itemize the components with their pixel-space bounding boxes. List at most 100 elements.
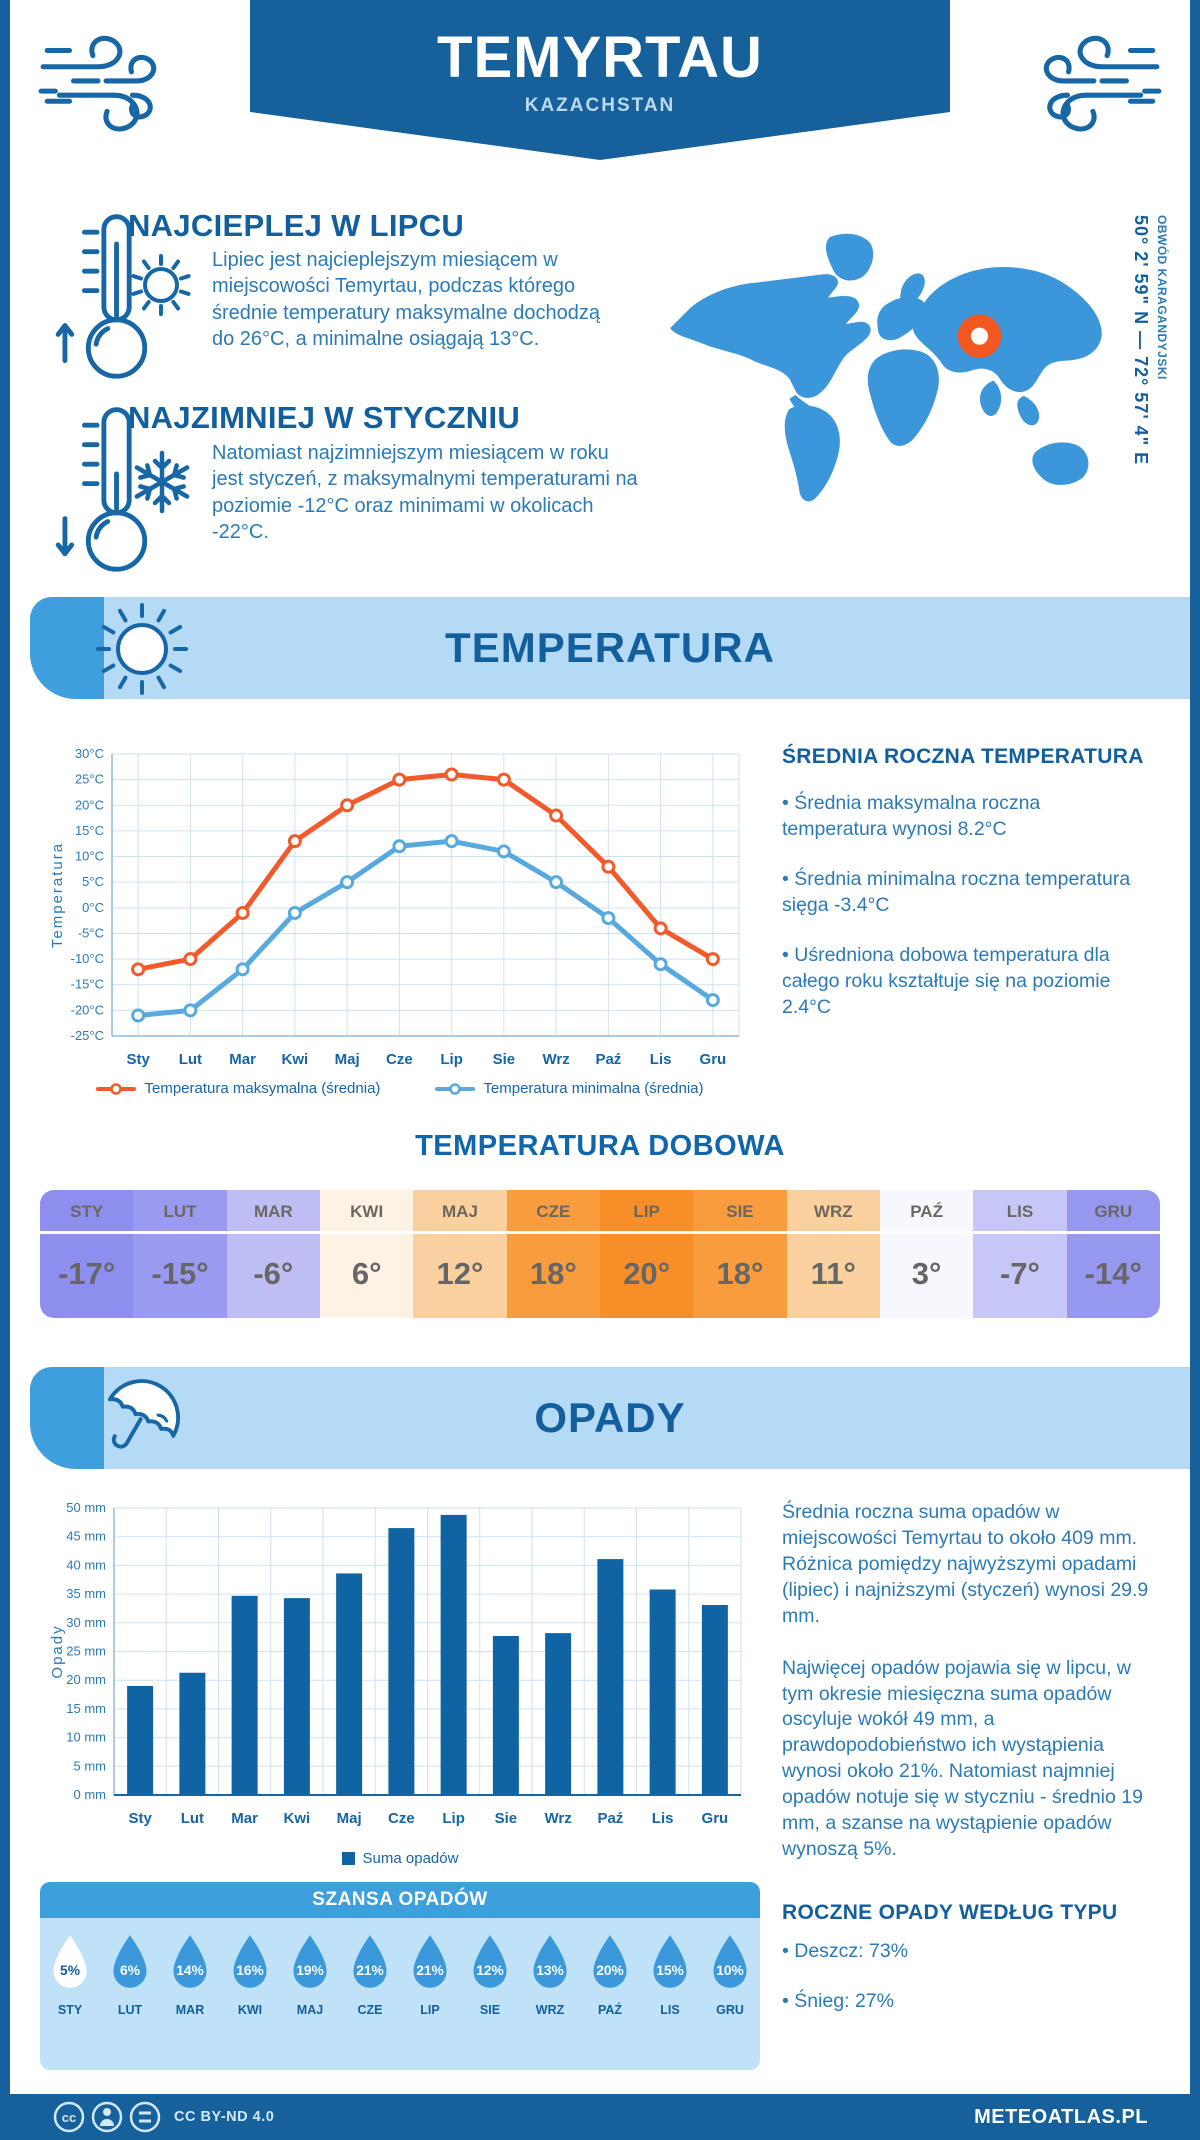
precipitation-text-panel: Średnia roczna suma opadów w miejscowośc…	[782, 1500, 1167, 2039]
page-subtitle: KAZACHSTAN	[524, 95, 676, 116]
annual-temperature-bullets: • Średnia maksymalna roczna temperatura …	[782, 791, 1147, 1020]
chance-column: 12% SIE	[460, 1932, 520, 2070]
world-map	[670, 233, 1102, 502]
svg-text:45 mm: 45 mm	[66, 1529, 106, 1544]
svg-text:10 mm: 10 mm	[66, 1730, 106, 1745]
svg-text:20%: 20%	[596, 1963, 624, 1978]
svg-text:Cze: Cze	[388, 1810, 415, 1827]
droplet-icon: 6%	[113, 1935, 147, 1988]
chance-column: 15% LIS	[640, 1932, 700, 2070]
warmest-month-text: Lipiec jest najcieplejszym miesiącem w m…	[212, 249, 600, 351]
temperature-chart-legend: Temperatura maksymalna (średnia) Temperat…	[55, 1080, 745, 1097]
legend-square-marker	[341, 1852, 355, 1865]
svg-text:Wrz: Wrz	[543, 1051, 570, 1068]
droplet-icon: 19%	[293, 1935, 327, 1988]
month-temperature-value: 11°	[810, 1256, 856, 1291]
chance-month-label: KWI	[237, 2003, 263, 2017]
droplet-icon: 12%	[473, 1935, 507, 1988]
svg-text:6%: 6%	[120, 1963, 140, 1978]
page-title: TEMYRTAU	[437, 25, 763, 90]
precipitation-paragraph: Najwięcej opadów pojawia się w lipcu, w …	[782, 1656, 1143, 1861]
month-cell: CZE 18°	[506, 1190, 600, 1318]
svg-text:0°C: 0°C	[82, 900, 104, 915]
svg-text:21%: 21%	[416, 1963, 444, 1978]
chance-month-label: GRU	[716, 2003, 744, 2017]
month-cell: LIP 20°	[599, 1190, 694, 1318]
droplet-icon: 10%	[713, 1935, 747, 1988]
svg-text:13%: 13%	[536, 1963, 564, 1978]
month-cell: MAR -6°	[226, 1190, 320, 1318]
cc-icon: cc	[53, 2101, 85, 2133]
month-cell: LUT -15°	[133, 1190, 227, 1318]
chance-month-label: PAŹ	[597, 2003, 623, 2017]
droplet-icon: 20%	[593, 1935, 627, 1988]
thermometer-warm-icon	[55, 214, 147, 379]
month-cell: KWI 6°	[319, 1190, 414, 1318]
person-icon	[91, 2101, 123, 2133]
chance-column: 19% MAJ	[280, 1932, 340, 2070]
chance-month-label: MAR	[175, 2003, 205, 2017]
month-label: MAR	[226, 1190, 320, 1234]
legend-line-marker	[435, 1082, 476, 1095]
bullet-item: • Średnia minimalna roczna temperatura s…	[782, 867, 1131, 916]
svg-text:15 mm: 15 mm	[66, 1701, 106, 1716]
umbrella-icon	[107, 1379, 181, 1449]
svg-text:5°C: 5°C	[82, 874, 104, 889]
monthly-temperature-table: STY -17° LUT -15° MAR -6° KWI 6° MAJ 12° CZE 18° LIP…	[40, 1190, 1160, 1318]
droplet-icon: 14%	[173, 1935, 207, 1988]
svg-text:-10°C: -10°C	[71, 951, 104, 966]
droplet-icon: 16%	[233, 1935, 267, 1988]
month-label: KWI	[319, 1190, 414, 1234]
precipitation-section-banner: OPADY	[30, 1367, 1190, 1469]
droplet-icon: 15%	[653, 1935, 687, 1988]
svg-text:-25°C: -25°C	[71, 1028, 104, 1043]
chance-column: 16% KWI	[220, 1932, 280, 2070]
bullet-item: • Deszcz: 73%	[782, 1939, 909, 1962]
svg-text:Sie: Sie	[495, 1810, 518, 1827]
location-marker	[957, 314, 1002, 358]
month-temperature-value: 18°	[716, 1256, 764, 1291]
chance-column: 20% PAŹ	[580, 1932, 640, 2070]
coordinates-text: 50° 2' 59" N — 72° 57' 4" E	[1131, 215, 1151, 466]
region-text: OBWÓD KARAGANDYJSKI	[1155, 215, 1169, 380]
droplet-icon: 21%	[413, 1935, 447, 1988]
svg-text:Paź: Paź	[595, 1051, 621, 1068]
daily-temperature-title: TEMPERATURA DOBOWA	[415, 1130, 785, 1162]
legend-label: Temperatura maksymalna (średnia)	[144, 1080, 381, 1097]
chance-month-label: LIP	[420, 2003, 440, 2017]
svg-text:Lis: Lis	[652, 1810, 674, 1827]
month-label: PAŹ	[879, 1190, 974, 1234]
svg-text:Maj: Maj	[337, 1810, 362, 1827]
month-cell: STY -17°	[40, 1190, 134, 1318]
equals-icon	[129, 2101, 161, 2133]
droplet-icon: 5%	[53, 1935, 87, 1988]
svg-text:5%: 5%	[60, 1963, 80, 1978]
license-text: CC BY-ND 4.0	[174, 2109, 275, 2125]
chance-month-label: SIE	[479, 2003, 501, 2017]
svg-text:Opady: Opady	[49, 1624, 66, 1678]
chance-column: 5% STY	[40, 1932, 100, 2070]
month-temperature-value: -17°	[58, 1256, 116, 1291]
month-temperature-value: -15°	[151, 1256, 209, 1291]
precipitation-chance-body: 5% STY 6% LUT 14% MAR 16% KWI 19% MAJ 21% CZE 21% LIP…	[40, 1918, 760, 2070]
svg-text:20°C: 20°C	[75, 797, 104, 812]
svg-text:Wrz: Wrz	[545, 1810, 572, 1827]
month-label: SIE	[693, 1190, 787, 1234]
svg-text:15°C: 15°C	[75, 823, 104, 838]
svg-text:-20°C: -20°C	[71, 1002, 104, 1017]
precipitation-paragraph: Średnia roczna suma opadów w miejscowośc…	[782, 1501, 1149, 1627]
month-temperature-value: 6°	[351, 1256, 382, 1291]
svg-text:Sie: Sie	[493, 1051, 516, 1068]
bullet-item: • Uśredniona dobowa temperatura dla całe…	[782, 943, 1111, 1018]
month-temperature-value: -14°	[1084, 1256, 1142, 1291]
coldest-month-text: Natomiast najzimniejszym miesiącem w rok…	[212, 442, 638, 544]
month-label: LIP	[599, 1190, 694, 1234]
svg-text:5 mm: 5 mm	[74, 1758, 107, 1773]
droplet-icon: 21%	[353, 1935, 387, 1988]
month-temperature-value: 20°	[623, 1256, 671, 1291]
temperature-line-chart: -25°C -20°C -15°C -10°C -5°C 0°C 5°C 10°C 15°C 20…	[49, 746, 740, 1068]
svg-text:Gru: Gru	[702, 1810, 729, 1827]
svg-text:Gru: Gru	[700, 1051, 727, 1068]
chance-month-label: LUT	[117, 2003, 143, 2017]
legend-label: Suma opadów	[362, 1850, 459, 1867]
